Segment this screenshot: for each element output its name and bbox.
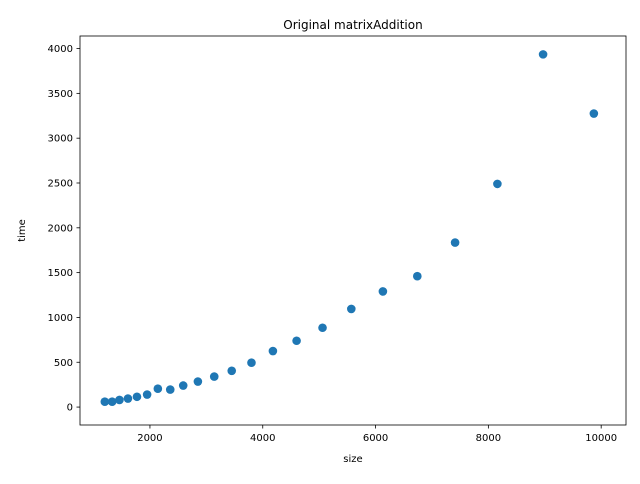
y-axis: 0 500 1000 1500 2000 2500 3000 3500 4000	[48, 44, 80, 414]
x-tick-label: 8000	[476, 433, 501, 444]
data-point	[193, 377, 203, 386]
x-axis-label: size	[343, 454, 362, 465]
data-point	[493, 179, 502, 189]
y-tick-label: 500	[54, 358, 73, 369]
chart-title: Original matrixAddition	[283, 18, 422, 32]
data-point	[123, 394, 133, 403]
y-tick-label: 1500	[48, 268, 73, 279]
y-tick-label: 0	[67, 403, 73, 414]
y-tick-label: 3000	[48, 134, 73, 145]
y-tick-label: 2500	[48, 178, 73, 189]
y-tick-label: 2000	[48, 223, 73, 234]
data-point	[247, 358, 256, 368]
data-point	[100, 397, 110, 406]
data-point	[107, 397, 117, 406]
data-point	[227, 366, 237, 376]
data-point	[132, 392, 142, 402]
plot-area	[80, 36, 626, 425]
data-point	[165, 385, 175, 394]
x-tick-label: 2000	[137, 433, 162, 444]
data-point	[318, 323, 327, 333]
data-point	[209, 372, 219, 381]
y-tick-label: 1000	[48, 313, 73, 324]
data-point	[347, 304, 356, 314]
data-point	[450, 238, 460, 247]
x-tick-label: 10000	[585, 433, 617, 444]
y-tick-label: 3500	[48, 89, 73, 100]
plot-frame	[79, 35, 627, 426]
x-tick-label: 6000	[363, 433, 388, 444]
x-axis: 2000 4000 6000 8000 10000	[137, 425, 617, 444]
data-point	[268, 346, 278, 356]
data-point	[378, 287, 388, 296]
data-point	[413, 271, 422, 281]
data-point	[178, 381, 188, 390]
data-points	[100, 50, 599, 406]
y-tick-label: 4000	[48, 44, 73, 55]
data-point	[538, 50, 548, 59]
data-point	[292, 336, 301, 346]
x-tick-label: 4000	[250, 433, 275, 444]
data-point	[142, 390, 152, 399]
y-axis-label: time	[17, 219, 28, 242]
data-point	[115, 395, 124, 405]
data-point	[589, 109, 599, 118]
data-point	[153, 384, 163, 393]
